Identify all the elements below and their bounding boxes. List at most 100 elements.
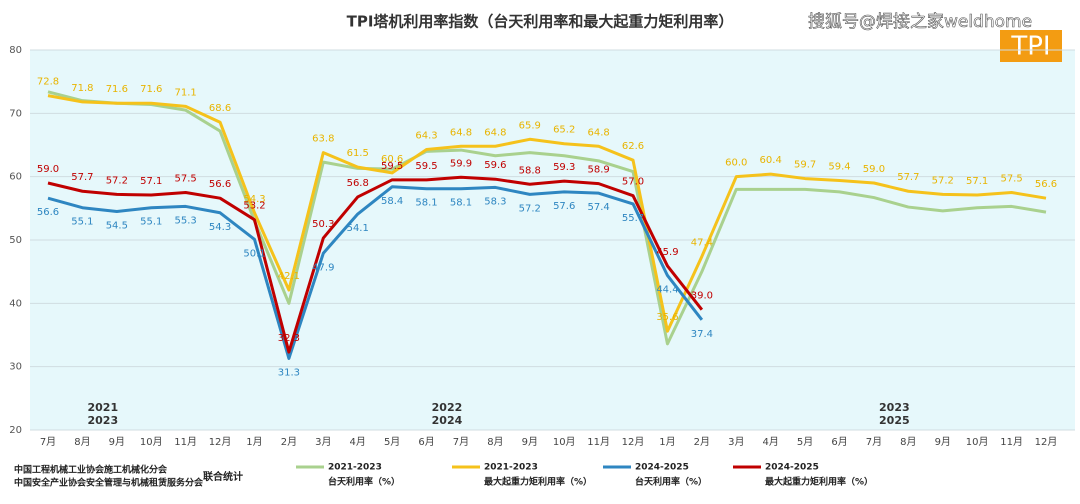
data-label: 64.8 xyxy=(587,127,609,138)
x-tick-label: 4月 xyxy=(350,436,366,448)
data-label: 45.9 xyxy=(656,247,678,258)
x-tick-label: 1月 xyxy=(246,436,262,448)
legend-label: 台天利用率（%） xyxy=(635,476,707,488)
series-line xyxy=(47,185,704,360)
data-label: 56.6 xyxy=(37,207,59,218)
data-label: 64.8 xyxy=(450,127,472,138)
x-tick-label: 8月 xyxy=(487,436,503,448)
legend-label: 2024-2025 xyxy=(765,463,819,473)
x-tick-label: 2月 xyxy=(694,436,710,448)
x-tick-label: 7月 xyxy=(40,436,56,448)
data-label: 57.4 xyxy=(587,202,609,213)
data-label: 50.3 xyxy=(312,219,334,230)
x-tick-label: 12月 xyxy=(209,436,232,448)
y-tick-label: 50 xyxy=(9,235,22,246)
y-tick-label: 30 xyxy=(9,362,22,373)
x-tick-label: 7月 xyxy=(453,436,469,448)
y-tick-label: 80 xyxy=(9,45,22,56)
y-tick-label: 60 xyxy=(9,172,22,183)
data-label: 57.6 xyxy=(553,201,575,212)
y-tick-label: 20 xyxy=(9,425,22,436)
data-label: 59.7 xyxy=(794,160,816,171)
x-tick-label: 10月 xyxy=(553,436,576,448)
data-label: 57.2 xyxy=(932,175,954,186)
data-label: 64.8 xyxy=(484,127,506,138)
data-label: 71.6 xyxy=(140,84,162,95)
data-label: 65.2 xyxy=(553,125,575,136)
data-label: 54.5 xyxy=(106,221,128,232)
year-annotation: 2025 xyxy=(879,414,910,427)
data-label: 55.1 xyxy=(140,217,162,228)
year-annotation: 2022 xyxy=(432,401,463,414)
x-tick-label: 1月 xyxy=(659,436,675,448)
data-label: 59.5 xyxy=(381,161,403,172)
x-tick-label: 10月 xyxy=(966,436,989,448)
data-label: 71.6 xyxy=(106,84,128,95)
data-label: 56.8 xyxy=(347,178,369,189)
logo: TPI xyxy=(1010,32,1050,62)
data-label: 57.1 xyxy=(966,176,988,187)
legend-label: 2024-2025 xyxy=(635,463,689,473)
year-annotation: 2023 xyxy=(88,414,119,427)
data-label: 58.1 xyxy=(415,198,437,209)
source-note: 联合统计 xyxy=(203,470,243,483)
data-label: 58.9 xyxy=(587,165,609,176)
data-label: 47.4 xyxy=(691,237,713,248)
data-label: 57.7 xyxy=(71,172,93,183)
data-label: 42.1 xyxy=(278,271,300,282)
data-label: 65.9 xyxy=(519,120,541,131)
data-label: 57.1 xyxy=(140,176,162,187)
legend-label: 最大起重力矩利用率（%） xyxy=(484,476,592,488)
x-tick-label: 8月 xyxy=(900,436,916,448)
data-label: 63.8 xyxy=(312,134,334,145)
x-tick-label: 9月 xyxy=(109,436,125,448)
chart-title: TPI塔机利用率指数（台天利用率和最大起重力矩利用率） xyxy=(347,13,734,31)
x-tick-label: 10月 xyxy=(140,436,163,448)
data-label: 54.3 xyxy=(243,194,265,205)
data-label: 57.2 xyxy=(106,175,128,186)
series-line xyxy=(47,94,1047,333)
data-label: 56.6 xyxy=(1035,179,1057,190)
data-label: 50.1 xyxy=(243,248,265,259)
data-label: 39.0 xyxy=(691,291,713,302)
x-tick-label: 11月 xyxy=(587,436,610,448)
data-label: 55.7 xyxy=(622,213,644,224)
x-tick-label: 2月 xyxy=(281,436,297,448)
x-tick-label: 11月 xyxy=(174,436,197,448)
data-label: 57.5 xyxy=(175,174,197,185)
data-label: 31.3 xyxy=(278,367,300,378)
legend-label: 2021-2023 xyxy=(484,463,538,473)
x-tick-label: 12月 xyxy=(1035,436,1058,448)
data-label: 37.4 xyxy=(691,329,713,340)
data-label: 59.0 xyxy=(37,164,59,175)
data-label: 71.1 xyxy=(175,87,197,98)
data-label: 59.4 xyxy=(828,161,850,172)
source: 中国工程机械工业协会施工机械化分会 xyxy=(14,464,168,476)
series-line xyxy=(47,175,704,354)
x-tick-label: 12月 xyxy=(622,436,645,448)
x-tick-label: 11月 xyxy=(1000,436,1023,448)
data-label: 58.8 xyxy=(519,165,541,176)
data-label: 60.4 xyxy=(760,155,782,166)
data-label: 57.2 xyxy=(519,203,541,214)
data-label: 53.2 xyxy=(243,201,265,212)
data-label: 58.1 xyxy=(450,198,472,209)
data-label: 57.5 xyxy=(1000,174,1022,185)
data-label: 54.1 xyxy=(347,223,369,234)
data-label: 60.6 xyxy=(381,154,403,165)
y-tick-label: 70 xyxy=(9,108,22,119)
legend-label: 最大起重力矩利用率（%） xyxy=(765,476,873,488)
x-tick-label: 5月 xyxy=(797,436,813,448)
series-line xyxy=(47,90,1047,346)
data-label: 59.5 xyxy=(415,161,437,172)
data-label: 60.0 xyxy=(725,158,747,169)
x-tick-label: 8月 xyxy=(74,436,90,448)
data-label: 55.1 xyxy=(71,217,93,228)
x-tick-label: 3月 xyxy=(315,436,331,448)
year-annotation: 2024 xyxy=(432,414,463,427)
watermark: 搜狐号@焊接之家weldhome xyxy=(808,12,1032,32)
legend-label: 台天利用率（%） xyxy=(328,476,400,488)
data-label: 55.3 xyxy=(175,215,197,226)
data-label: 68.6 xyxy=(209,103,231,114)
